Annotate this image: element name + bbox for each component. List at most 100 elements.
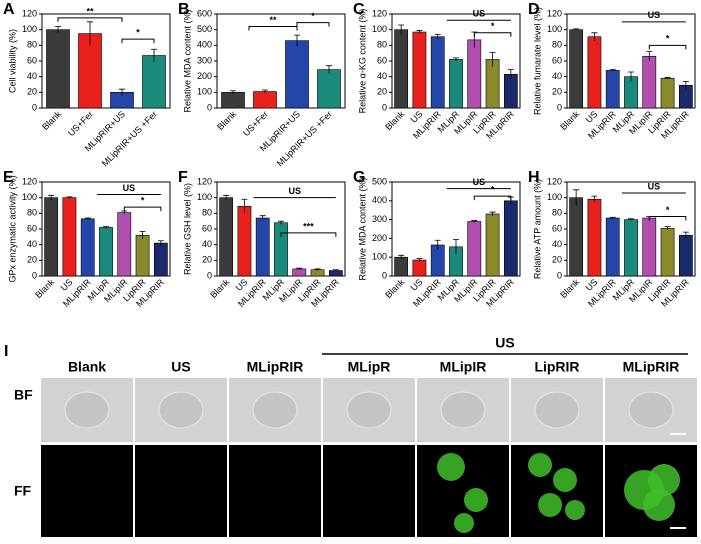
y-tick-label: 0	[32, 102, 37, 112]
bar	[660, 227, 675, 277]
bar	[310, 269, 325, 277]
y-axis-label: Relative MDA content (%)	[357, 177, 367, 280]
significance-bracket	[648, 44, 687, 50]
bar	[412, 259, 427, 277]
panel-label: G	[353, 169, 365, 186]
fluorescent-cell	[454, 513, 474, 533]
error-bar	[489, 211, 496, 216]
y-tick-label: 500	[372, 176, 387, 186]
y-tick-label: 20	[552, 87, 562, 97]
significance-label: US	[288, 186, 301, 196]
y-tick-label: 100	[372, 252, 387, 262]
y-tick-label: 60	[27, 55, 37, 65]
bar	[253, 91, 277, 109]
column-label: MLipRIR	[247, 359, 304, 375]
panel-label: D	[528, 1, 540, 18]
x-tick-label: US+Fer	[66, 109, 95, 138]
significance-label: *	[666, 34, 670, 44]
error-bar	[609, 69, 616, 72]
panel-label: B	[178, 1, 190, 18]
significance-label: *	[136, 27, 140, 37]
error-bar	[453, 238, 459, 255]
bar	[678, 234, 693, 277]
x-tick-label: Blank	[40, 109, 63, 132]
bar	[485, 213, 500, 277]
error-bar	[326, 65, 332, 74]
y-tick-label: 80	[27, 40, 37, 50]
bar	[394, 256, 409, 277]
significance-label: US	[473, 177, 486, 187]
y-tick-label: 400	[197, 40, 212, 50]
error-bar	[139, 230, 146, 240]
y-tick-label: 80	[377, 40, 387, 50]
bar	[503, 74, 518, 109]
ff-image	[511, 445, 603, 537]
y-axis-label: Relative fumarate level (%)	[532, 7, 542, 115]
significance-label: **	[269, 15, 277, 25]
error-bar	[573, 28, 580, 31]
y-axis-label: GPx enzymatic activity (%)	[7, 175, 17, 282]
y-tick-label: 80	[27, 208, 37, 218]
y-tick-label: 80	[552, 40, 562, 50]
fluorescent-cell	[464, 488, 488, 512]
significance-label: ***	[303, 221, 314, 231]
y-tick-label: 100	[372, 24, 387, 34]
significance-label: US	[123, 183, 136, 193]
bar	[221, 92, 245, 109]
panel-label: I	[4, 343, 8, 360]
y-tick-label: 120	[547, 8, 562, 18]
bar	[569, 197, 584, 277]
bar	[153, 242, 168, 277]
y-tick-label: 500	[197, 24, 212, 34]
error-bar	[84, 217, 91, 220]
y-tick-label: 40	[202, 239, 212, 249]
y-tick-label: 120	[197, 176, 212, 186]
y-tick-label: 40	[27, 239, 37, 249]
error-bar	[296, 267, 303, 270]
y-tick-label: 20	[202, 255, 212, 265]
y-tick-label: 120	[22, 8, 37, 18]
error-bar	[262, 89, 268, 94]
significance-label: US	[473, 9, 486, 19]
y-tick-label: 60	[377, 55, 387, 65]
error-bar	[223, 194, 230, 201]
y-tick-label: 20	[377, 87, 387, 97]
y-axis-label: Relative α-KG content (%)	[357, 9, 367, 114]
error-bar	[434, 239, 441, 250]
y-tick-label: 40	[552, 71, 562, 81]
error-bar	[471, 220, 478, 223]
significance-label: US	[648, 181, 661, 191]
y-tick-label: 0	[207, 270, 212, 280]
significance-bracket	[280, 232, 337, 237]
bar	[44, 197, 59, 277]
bar	[503, 200, 518, 277]
bar	[219, 197, 234, 277]
error-bar	[398, 24, 405, 35]
bar	[274, 222, 288, 277]
column-label: LipRIR	[534, 359, 579, 375]
error-bar	[453, 57, 459, 61]
y-tick-label: 100	[547, 24, 562, 34]
bar	[485, 59, 500, 109]
y-tick-label: 300	[372, 214, 387, 224]
bar	[62, 197, 77, 277]
bar	[660, 77, 675, 109]
significance-bracket	[296, 22, 330, 27]
y-tick-label: 20	[27, 255, 37, 265]
y-tick-label: 80	[202, 208, 212, 218]
bar	[237, 205, 252, 277]
y-tick-label: 60	[27, 223, 37, 233]
error-bar	[87, 21, 93, 46]
y-tick-label: 0	[207, 102, 212, 112]
x-tick-label: Blank	[215, 109, 238, 132]
significance-bracket	[248, 26, 298, 31]
cell	[64, 391, 110, 429]
error-bar	[628, 71, 634, 82]
bar	[430, 36, 445, 109]
bar	[569, 29, 584, 109]
significance-bracket	[57, 17, 123, 22]
column-label: MLipRIR	[623, 359, 680, 375]
error-bar	[489, 51, 496, 67]
significance-bracket	[123, 206, 162, 212]
y-tick-label: 200	[197, 71, 212, 81]
